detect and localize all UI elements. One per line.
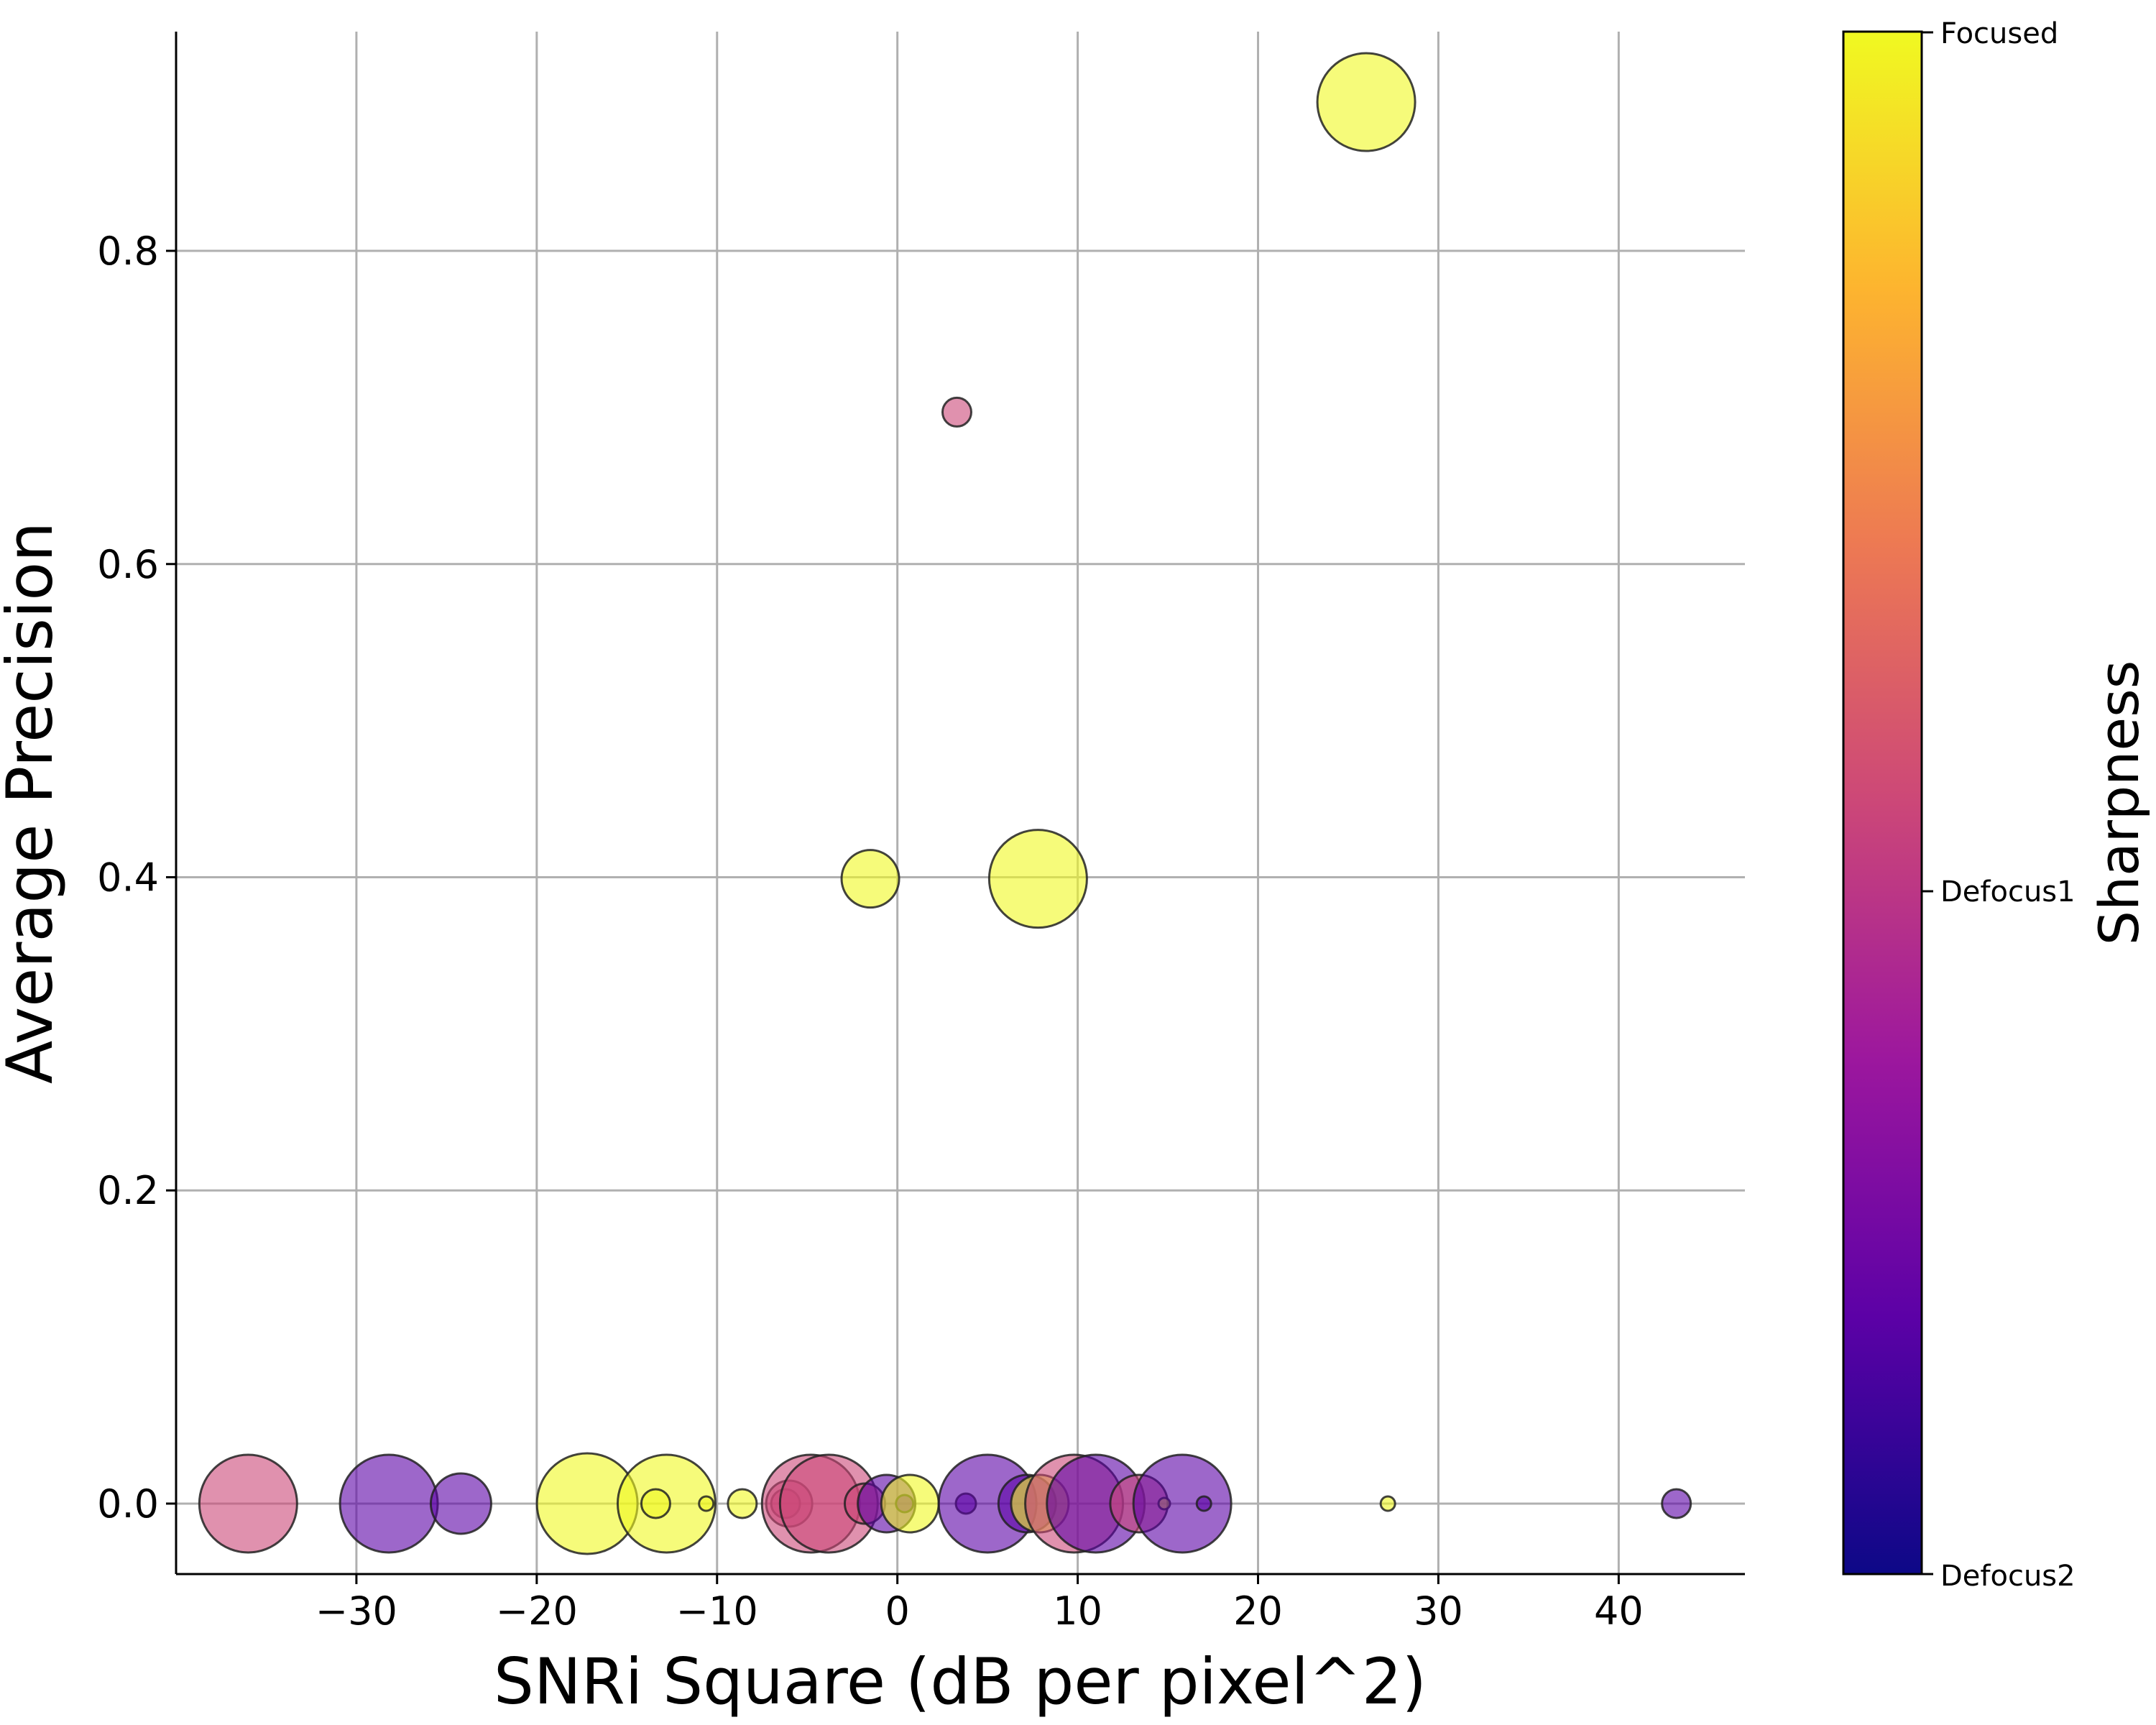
grid — [176, 32, 1745, 1574]
scatter-point — [1195, 1495, 1212, 1512]
colorbar-label-defocus2: Defocus2 — [1940, 1560, 2076, 1593]
y-tick-label: 0.0 — [97, 1481, 159, 1527]
x-axis-title: SNRi Square (dB per pixel^2) — [494, 1644, 1427, 1719]
scatter-point — [941, 396, 972, 428]
x-tick-label: −30 — [315, 1588, 397, 1634]
scatter-point — [1661, 1488, 1692, 1519]
scatter-point — [338, 1453, 439, 1554]
y-tick-label: 0.8 — [97, 229, 159, 274]
scatter-point — [429, 1472, 492, 1535]
colorbar-label-focused: Focused — [1940, 17, 2058, 50]
x-tick-label: 30 — [1414, 1588, 1463, 1634]
tick-labels: −30 −20 −10 0 10 20 30 40 0.0 0.2 0.4 0.6 0.8 — [97, 229, 1644, 1634]
x-tick-label: 10 — [1053, 1588, 1102, 1634]
y-tick-label: 0.4 — [97, 855, 159, 900]
scatter-point — [1316, 52, 1416, 152]
scatter-point — [198, 1453, 298, 1554]
scatter-point — [1379, 1495, 1396, 1512]
colorbar-label-defocus1: Defocus1 — [1940, 875, 2076, 908]
scatter-point — [880, 1473, 940, 1534]
colorbar: Focused Defocus1 Defocus2 Sharpness — [1842, 17, 2151, 1593]
data-points — [198, 52, 1692, 1555]
y-tick-label: 0.6 — [97, 542, 159, 587]
x-tick-label: 40 — [1594, 1588, 1644, 1634]
scatter-point — [987, 829, 1088, 929]
scatter-point — [698, 1495, 715, 1512]
scatter-point — [640, 1488, 671, 1519]
y-axis-title: Average Precision — [0, 522, 67, 1084]
y-tick-label: 0.2 — [97, 1168, 159, 1213]
scatter-point — [1132, 1453, 1233, 1554]
scatter-point — [727, 1488, 758, 1519]
scatter-point — [840, 849, 900, 909]
axes — [175, 32, 1745, 1576]
x-tick-label: 0 — [885, 1588, 909, 1634]
colorbar-gradient — [1842, 30, 1923, 1576]
x-tick-label: −10 — [676, 1588, 758, 1634]
x-tick-label: −20 — [496, 1588, 578, 1634]
x-tick-label: 20 — [1233, 1588, 1283, 1634]
colorbar-title: Sharpness — [2087, 661, 2151, 946]
